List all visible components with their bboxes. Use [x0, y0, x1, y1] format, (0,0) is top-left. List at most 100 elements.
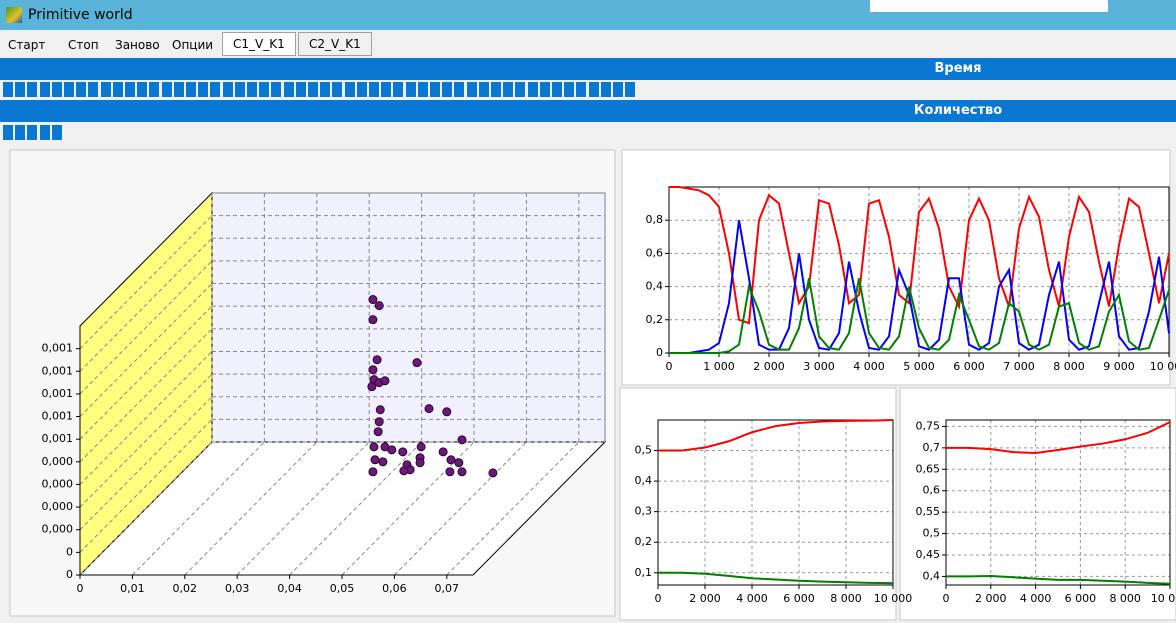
menu-item[interactable]: Заново [115, 38, 160, 52]
x-tick-label: 4 000 [1020, 592, 1052, 605]
line-series [669, 186, 1170, 325]
x-tick-label: 9 000 [1103, 360, 1135, 373]
x-tick-label: 8 000 [1053, 360, 1085, 373]
x-tick-label: 6 000 [783, 592, 815, 605]
progress-block [369, 82, 379, 97]
menu-item[interactable]: Старт [8, 38, 46, 52]
y-tick-label: 0 [656, 346, 663, 359]
grid-line [79, 215, 213, 349]
progress-block [186, 82, 196, 97]
line-series [669, 278, 1170, 354]
app-icon [6, 7, 22, 23]
point [374, 301, 384, 311]
x-tick-label: 5 000 [903, 360, 935, 373]
progress-block [39, 82, 50, 97]
point [372, 355, 382, 365]
point [445, 467, 455, 477]
progress-block [576, 82, 587, 97]
grid-line [446, 441, 580, 576]
grid-line [236, 441, 370, 576]
y-tick-label: 0,000 [42, 477, 74, 490]
grid-line [79, 396, 213, 531]
progress-block [259, 82, 270, 97]
progress-block [3, 125, 13, 140]
progress-block [222, 82, 233, 97]
point [457, 467, 467, 477]
y-tick-label: 0,65 [916, 462, 941, 475]
line-series [658, 419, 894, 452]
progress-block [454, 82, 465, 97]
x-tick-label: 0 [943, 592, 950, 605]
progress-block [552, 82, 562, 97]
progress-block [27, 82, 38, 97]
x-tick-label: 10 000 [1150, 360, 1176, 373]
line-series [946, 574, 1171, 585]
point [368, 295, 378, 305]
progress-block [88, 82, 99, 97]
grid-line [289, 441, 422, 576]
x-tick-label: 0,07 [435, 582, 460, 595]
progress-bar [3, 82, 643, 97]
progress-block [112, 82, 123, 97]
x-tick-label: 2 000 [689, 592, 721, 605]
grid-line [79, 373, 213, 508]
x-tick-label: 7 000 [1003, 360, 1035, 373]
y-tick-label: 0,55 [916, 505, 941, 518]
progress-block [503, 82, 514, 97]
plot-frame [657, 419, 894, 586]
grid-line [79, 328, 213, 463]
x-tick-label: 8 000 [830, 592, 862, 605]
search-box[interactable] [870, 0, 1108, 12]
x-tick-label: 8 000 [1109, 592, 1141, 605]
y-tick-label: 0 [66, 545, 73, 558]
point [373, 427, 383, 437]
y-tick-label: 0,5 [635, 444, 653, 457]
grid-line [184, 441, 318, 576]
progress-block [161, 82, 172, 97]
tab[interactable]: C2_V_K1 [298, 32, 372, 56]
y-tick-label: 0,000 [42, 500, 74, 513]
point [415, 458, 425, 468]
progress-block [600, 82, 611, 97]
progress-block [625, 82, 636, 97]
progress-block [527, 82, 538, 97]
y-tick-label: 0,7 [923, 441, 941, 454]
x-tick-label: 0,06 [382, 582, 407, 595]
progress-block [613, 82, 623, 97]
progress-block [234, 82, 245, 97]
grid-line [132, 441, 265, 576]
grid-line [341, 441, 475, 576]
x-tick-label: 4 000 [736, 592, 768, 605]
point [416, 442, 426, 452]
progress-block [381, 82, 392, 97]
title-bar: Primitive world [0, 0, 1176, 30]
y-tick-label: 0,000 [42, 523, 74, 536]
x-tick-label: 0,05 [330, 582, 355, 595]
point [424, 404, 434, 414]
point [438, 447, 448, 457]
menu-item[interactable]: Стоп [68, 38, 99, 52]
progress-block [430, 82, 440, 97]
tab[interactable]: C1_V_K1 [222, 32, 296, 56]
grid-line [394, 441, 527, 576]
x-tick-label: 3 000 [803, 360, 835, 373]
progress-block [198, 82, 209, 97]
progress-block [15, 125, 26, 140]
x-tick-label: 4 000 [853, 360, 885, 373]
point [488, 468, 498, 478]
progress-header: Время [0, 58, 1176, 80]
x-tick-label: 10 000 [874, 592, 913, 605]
progress-block [125, 82, 135, 97]
point [375, 405, 385, 415]
point [367, 382, 377, 392]
menu-item[interactable]: Опции [172, 38, 214, 52]
back-wall [211, 192, 606, 443]
progress-header: Количество [0, 100, 1176, 122]
point [368, 365, 378, 375]
y-tick-label: 0,2 [646, 313, 664, 326]
y-tick-label: 0,4 [635, 474, 653, 487]
progress-block [405, 82, 416, 97]
progress-block [308, 82, 318, 97]
x-tick-label: 0 [77, 582, 84, 595]
